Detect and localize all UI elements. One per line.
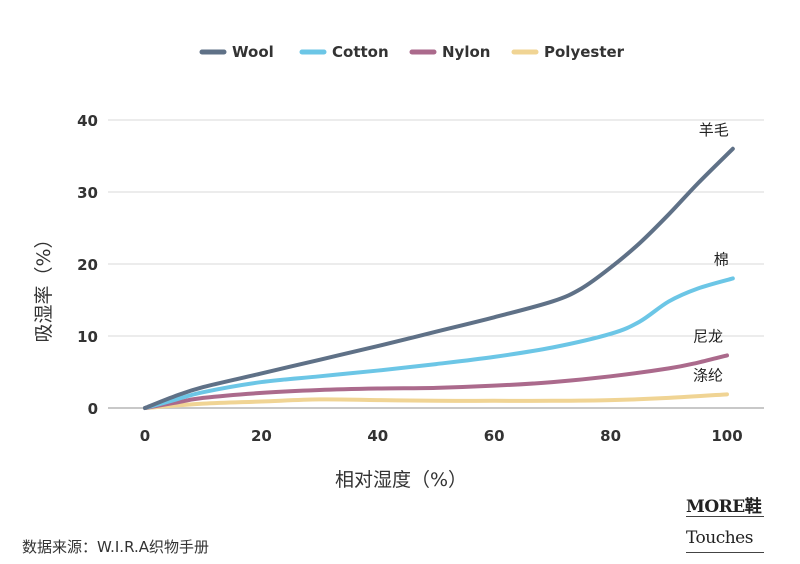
end-label-wool: 羊毛 <box>699 121 729 139</box>
brand-logo: MORE鞋 Touches <box>686 492 766 558</box>
y-tick-label: 20 <box>77 256 98 274</box>
x-axis-label: 相对湿度（%） <box>335 469 467 491</box>
y-tick-label: 40 <box>77 112 98 130</box>
series-line-nylon <box>143 353 729 410</box>
y-tick-label: 30 <box>77 184 98 202</box>
logo-rule <box>686 516 764 517</box>
logo-rule <box>686 552 764 553</box>
x-tick-label: 40 <box>367 427 388 445</box>
legend-label: Nylon <box>442 43 490 61</box>
series-lines <box>143 146 735 410</box>
series-line-wool <box>143 146 735 410</box>
end-label-cotton: 棉 <box>714 250 729 268</box>
data-source-note: 数据来源：W.I.R.A织物手册 <box>22 538 209 556</box>
legend-label: Wool <box>232 43 274 61</box>
legend-label: Cotton <box>332 43 389 61</box>
y-axis-label: 吸湿率（%） <box>33 229 55 342</box>
grid-lines <box>108 119 764 409</box>
legend-item-polyester: Polyester <box>511 43 625 61</box>
y-tick-label: 10 <box>77 328 98 346</box>
x-tick-label: 0 <box>140 427 150 445</box>
legend-item-cotton: Cotton <box>299 43 389 61</box>
end-label-polyester: 涤纶 <box>693 366 723 384</box>
logo-line2: Touches <box>686 528 753 548</box>
legend: Wool Cotton Nylon Polyester <box>199 43 625 61</box>
end-label-nylon: 尼龙 <box>693 327 723 345</box>
x-tick-label: 60 <box>484 427 505 445</box>
x-tick-label: 80 <box>600 427 621 445</box>
legend-item-wool: Wool <box>199 43 274 61</box>
legend-label: Polyester <box>544 43 625 61</box>
y-axis: 0 10 20 30 40 <box>77 112 98 418</box>
x-axis: 0 20 40 60 80 100 <box>140 427 743 445</box>
y-tick-label: 0 <box>88 400 98 418</box>
legend-item-nylon: Nylon <box>409 43 490 61</box>
series-line-cotton <box>143 276 735 410</box>
x-tick-label: 20 <box>251 427 272 445</box>
logo-line1: MORE鞋 <box>686 497 762 517</box>
x-tick-label: 100 <box>711 427 742 445</box>
series-line-polyester <box>143 392 729 410</box>
